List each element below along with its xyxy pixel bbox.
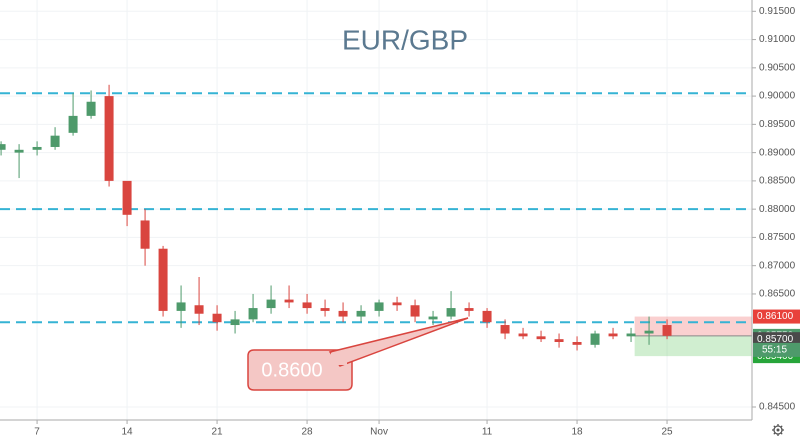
- candle-body: [284, 299, 294, 303]
- x-tick-label: 11: [482, 427, 493, 438]
- candle-body: [302, 302, 312, 309]
- candle-body: [500, 325, 510, 334]
- y-tick-label: 0.90000: [759, 91, 796, 102]
- candle-body: [86, 101, 96, 116]
- candle-body: [0, 144, 6, 150]
- callout-text: 0.8600: [261, 359, 322, 381]
- candle-body: [212, 313, 222, 323]
- y-tick-label: 0.86500: [759, 289, 796, 300]
- candle-body: [518, 333, 528, 337]
- candle-body: [248, 308, 258, 320]
- candle-body: [464, 308, 474, 311]
- price-badge-label: 0.85700: [757, 334, 794, 345]
- candle-body: [536, 336, 546, 340]
- candle-body: [554, 339, 564, 342]
- y-tick-label: 0.84500: [759, 402, 796, 413]
- candle-body: [608, 333, 618, 337]
- candle-body: [176, 302, 186, 311]
- candle-body: [626, 333, 636, 337]
- candle-body: [194, 305, 204, 314]
- axes: 0.91500 0.91000 0.90500 0.90000 0.89500 0.890…: [34, 6, 800, 438]
- y-tick-label: 0.90500: [759, 62, 796, 73]
- x-tick-label: 28: [302, 427, 314, 438]
- candle-body: [356, 310, 366, 317]
- y-tick-label: 0.89000: [759, 147, 796, 158]
- plot: [0, 84, 752, 357]
- candle-body: [104, 96, 114, 181]
- candle-body: [50, 135, 60, 147]
- x-tick-label: 25: [661, 427, 673, 438]
- y-tick-label: 0.91000: [759, 34, 796, 45]
- price-badge: [753, 332, 800, 347]
- candle-body: [392, 302, 402, 306]
- candle-body: [446, 308, 456, 317]
- candle-body: [338, 310, 348, 317]
- countdown-badge: [753, 342, 800, 357]
- countdown: 55:15: [762, 345, 787, 356]
- candle-body: [644, 330, 654, 334]
- callout-joint: [331, 353, 347, 365]
- y-tick-label: 0.88000: [759, 204, 796, 215]
- candle-body: [428, 316, 438, 320]
- y-tick-label: 0.91500: [759, 6, 796, 17]
- y-tick-label: 0.87500: [759, 232, 796, 243]
- settings-icon[interactable]: [772, 424, 784, 436]
- x-tick-label: 18: [571, 427, 583, 438]
- candle-body: [266, 299, 276, 309]
- x-tick-label: 21: [212, 427, 224, 438]
- candle-body: [590, 333, 600, 345]
- candle-body: [572, 341, 582, 345]
- candle-body: [122, 180, 132, 215]
- x-tick-label: 7: [34, 427, 40, 438]
- candle-body: [14, 149, 24, 153]
- chart-title: EUR/GBP: [342, 24, 468, 55]
- target-zone: [634, 335, 752, 357]
- candle-body: [374, 302, 384, 311]
- candle-body: [230, 319, 240, 326]
- x-tick-label: Nov: [370, 427, 388, 438]
- candle-body: [662, 325, 672, 336]
- candle-body: [410, 305, 420, 317]
- price-badge: [753, 309, 800, 324]
- candle-body: [140, 220, 150, 249]
- candle-body: [158, 248, 168, 311]
- x-tick-label: 14: [122, 427, 134, 438]
- y-tick-label: 0.87000: [759, 260, 796, 271]
- candle-body: [320, 308, 330, 311]
- candle-body: [68, 115, 78, 133]
- candle-body: [32, 146, 42, 150]
- y-tick-label: 0.89500: [759, 119, 796, 130]
- candle-body: [482, 310, 492, 323]
- y-tick-label: 0.88500: [759, 176, 796, 187]
- price-badge-label: 0.86100: [757, 311, 794, 322]
